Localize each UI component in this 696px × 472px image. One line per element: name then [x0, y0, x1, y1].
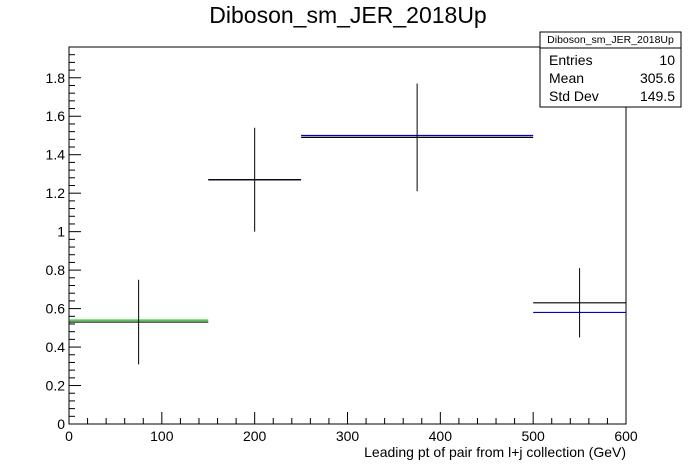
- stats-box-title: Diboson_sm_JER_2018Up: [547, 34, 674, 46]
- stats-box-frame: [539, 31, 682, 108]
- x-tick-label: 600: [614, 428, 638, 444]
- stats-stddev-value: 149.5: [640, 88, 675, 104]
- x-tick-label: 200: [243, 428, 267, 444]
- chart-title: Diboson_sm_JER_2018Up: [209, 2, 486, 28]
- y-tick-label: 1.2: [46, 185, 66, 201]
- x-axis-label: Leading pt of pair from l+j collection (…: [364, 444, 626, 460]
- x-tick-label: 500: [521, 428, 545, 444]
- y-tick-label: 0.2: [46, 378, 66, 394]
- stats-mean-value: 305.6: [640, 70, 675, 86]
- y-tick-label: 1: [57, 224, 65, 240]
- stats-entries-value: 10: [659, 52, 675, 68]
- y-tick-label: 1.6: [46, 108, 66, 124]
- stats-stddev-label: Std Dev: [549, 88, 599, 104]
- x-axis: 0 100 200 300 400 500 600: [65, 412, 638, 444]
- y-tick-label: 0.4: [46, 339, 66, 355]
- x-tick-label: 300: [336, 428, 360, 444]
- x-tick-label: 0: [65, 428, 73, 444]
- x-tick-label: 100: [150, 428, 174, 444]
- y-tick-label: 1.4: [46, 147, 66, 163]
- stats-mean-label: Mean: [549, 70, 584, 86]
- stats-entries-label: Entries: [549, 52, 593, 68]
- stats-box: Diboson_sm_JER_2018Up Entries 10 Mean 30…: [539, 31, 682, 108]
- y-tick-label: 0.8: [46, 262, 66, 278]
- series-layer: [69, 83, 626, 365]
- y-tick-label: 0: [57, 416, 65, 432]
- y-axis: 0 0.2 0.4 0.6 0.8 1 1.2 1.4 1.6 1.8: [46, 46, 81, 432]
- y-tick-label: 0.6: [46, 301, 66, 317]
- x-tick-label: 400: [429, 428, 453, 444]
- y-tick-label: 1.8: [46, 70, 66, 86]
